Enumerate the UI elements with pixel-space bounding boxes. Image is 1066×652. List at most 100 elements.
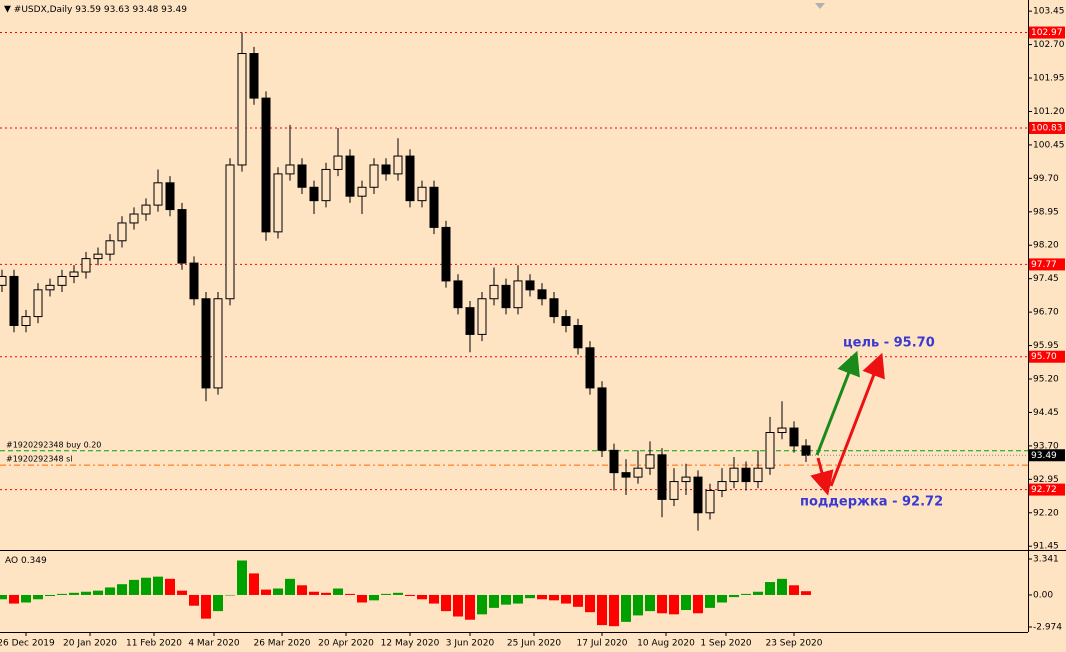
candle-body <box>453 280 463 309</box>
candle-body <box>489 284 499 300</box>
level-label: 102.97 <box>1031 28 1063 38</box>
ao-bar <box>345 593 355 595</box>
level-label-box <box>1029 258 1065 271</box>
candle-body <box>0 275 7 286</box>
candle-body <box>189 262 199 300</box>
ao-bar <box>141 577 151 595</box>
y-tick-label: 93.70 <box>1033 441 1059 451</box>
level-label-box <box>1029 350 1065 363</box>
ao-bar <box>801 591 811 595</box>
ao-bar <box>105 587 115 595</box>
ao-bar <box>441 594 451 612</box>
ao-bar <box>537 594 547 600</box>
candle-body <box>105 240 115 255</box>
y-tick-label: 3.341 <box>1033 554 1059 564</box>
x-tick-label: 20 Apr 2020 <box>318 639 374 649</box>
ohlc-close: 93.49 <box>161 5 187 15</box>
ao-bar <box>225 594 235 596</box>
candle-body <box>741 467 751 483</box>
target-arrow-green <box>815 350 860 456</box>
ao-bar <box>633 594 643 616</box>
y-tick-label: 98.20 <box>1033 241 1059 251</box>
candle-body <box>357 186 367 197</box>
order-label: #1920292348 sl <box>6 455 73 464</box>
ao-bar <box>765 582 775 595</box>
level-label-box <box>1029 26 1065 39</box>
ao-bar <box>189 594 199 606</box>
ao-bar <box>405 594 415 597</box>
candle-body <box>645 454 655 469</box>
candle-body <box>573 325 583 349</box>
candle-body <box>381 164 391 175</box>
candle-body <box>525 280 535 291</box>
candle-body <box>141 204 151 215</box>
level-label-box <box>1029 483 1065 496</box>
candle-body <box>537 289 547 300</box>
y-tick-label: 91.45 <box>1033 542 1059 552</box>
candle-body <box>633 467 643 478</box>
level-label: 100.83 <box>1031 123 1063 133</box>
symbol: #USDX,Daily <box>14 5 73 15</box>
candle-body <box>165 182 175 211</box>
ao-bar <box>621 594 631 622</box>
candle-body <box>225 164 235 300</box>
ao-bar <box>309 591 319 595</box>
candle-body <box>9 275 19 327</box>
candle-body <box>729 467 739 483</box>
candle-body <box>69 271 79 277</box>
ao-bar <box>777 578 787 595</box>
ao-bar <box>33 594 43 600</box>
y-tick-label: 101.95 <box>1033 74 1065 84</box>
candle-body <box>705 489 715 514</box>
candle-body <box>693 476 703 514</box>
candle-body <box>597 387 607 451</box>
candle-body <box>585 347 595 389</box>
candle-body <box>345 155 355 197</box>
ao-bar <box>657 594 667 614</box>
ao-bar <box>705 594 715 608</box>
x-tick-label: 25 Jun 2020 <box>507 639 561 649</box>
candle-body <box>513 280 523 309</box>
candle-body <box>477 298 487 335</box>
x-tick-label: 20 Jan 2020 <box>63 639 117 649</box>
ao-bar <box>741 593 751 595</box>
candle-body <box>405 155 415 202</box>
current-price-label: 93.49 <box>1031 451 1057 461</box>
candle-body <box>441 226 451 282</box>
ao-bar <box>57 593 67 595</box>
x-tick-label: 1 Sep 2020 <box>700 639 752 649</box>
ao-bar <box>573 594 583 607</box>
candle-body <box>429 186 439 228</box>
candle-body <box>669 481 679 500</box>
ao-bar <box>561 594 571 604</box>
x-tick-label: 10 Aug 2020 <box>637 639 695 649</box>
candle-body <box>561 316 571 327</box>
candle-body <box>261 97 271 233</box>
y-tick-label: 95.20 <box>1033 375 1059 385</box>
ao-bar <box>21 594 31 603</box>
y-tick-label: 101.20 <box>1033 107 1065 117</box>
ao-bar <box>165 578 175 595</box>
ao-bar <box>273 588 283 595</box>
candle-body <box>57 275 67 286</box>
ohlc-low: 93.48 <box>133 5 159 15</box>
y-tick-label: 102.70 <box>1033 40 1065 50</box>
ao-bar <box>393 592 403 595</box>
candle-body <box>93 253 103 260</box>
candle-body <box>33 289 43 318</box>
candle-body <box>201 298 211 389</box>
y-tick-label: -2.974 <box>1033 622 1062 632</box>
y-tick-label: 0.00 <box>1033 590 1053 600</box>
ao-bar <box>0 594 7 600</box>
y-tick-label: 100.45 <box>1033 140 1065 150</box>
candle-body <box>333 155 343 170</box>
ao-bar <box>465 594 475 620</box>
ao-bar <box>201 594 211 619</box>
x-tick-label: 26 Dec 2019 <box>0 639 55 649</box>
current-price-box <box>1029 449 1065 462</box>
candle-body <box>117 222 127 242</box>
y-tick-label: 98.95 <box>1033 207 1059 217</box>
ao-title: AO <box>5 556 18 566</box>
ao-bar <box>45 594 55 597</box>
